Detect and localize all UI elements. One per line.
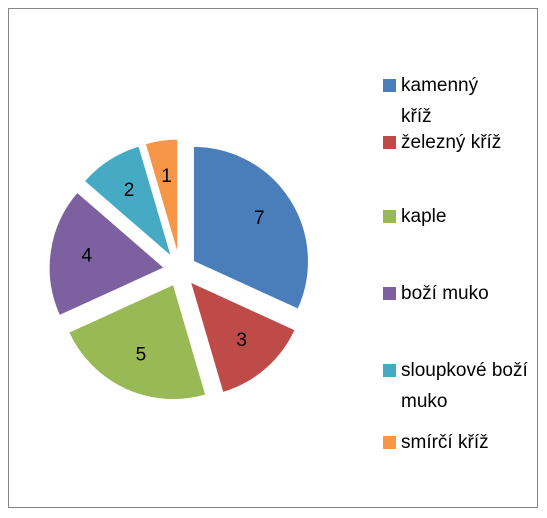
pie-slice bbox=[192, 145, 309, 310]
data-label: 1 bbox=[161, 166, 172, 187]
legend-item: kaple bbox=[383, 201, 533, 232]
legend-label: boží muko bbox=[401, 283, 489, 304]
legend-label: smírčí kříž bbox=[401, 432, 489, 453]
legend-swatch bbox=[383, 79, 396, 92]
legend-swatch bbox=[383, 436, 396, 449]
legend-label: kamenný kříž bbox=[401, 75, 479, 127]
legend-label: sloupkové boží muko bbox=[401, 360, 528, 412]
data-label: 5 bbox=[136, 345, 147, 366]
legend-swatch bbox=[383, 364, 396, 377]
legend-label: železný kříž bbox=[401, 132, 502, 153]
legend-swatch bbox=[383, 210, 396, 223]
legend-swatch bbox=[383, 287, 396, 300]
pie-slice bbox=[189, 281, 296, 394]
pie-slice bbox=[83, 145, 173, 259]
pie-slice bbox=[144, 138, 179, 255]
data-label: 7 bbox=[254, 208, 265, 229]
legend-item: sloupkové boží muko bbox=[383, 355, 533, 417]
data-label: 3 bbox=[236, 330, 247, 351]
data-label: 2 bbox=[124, 180, 135, 201]
legend-item: smírčí kříž bbox=[383, 427, 533, 458]
legend-item: železný kříž bbox=[383, 127, 533, 158]
legend-swatch bbox=[383, 136, 396, 149]
legend-item: boží muko bbox=[383, 278, 533, 309]
legend-label: kaple bbox=[401, 206, 447, 227]
pie-slice bbox=[48, 191, 166, 317]
legend-item: kamenný kříž bbox=[383, 70, 533, 132]
data-label: 4 bbox=[81, 246, 92, 267]
pie-slice bbox=[68, 283, 207, 401]
